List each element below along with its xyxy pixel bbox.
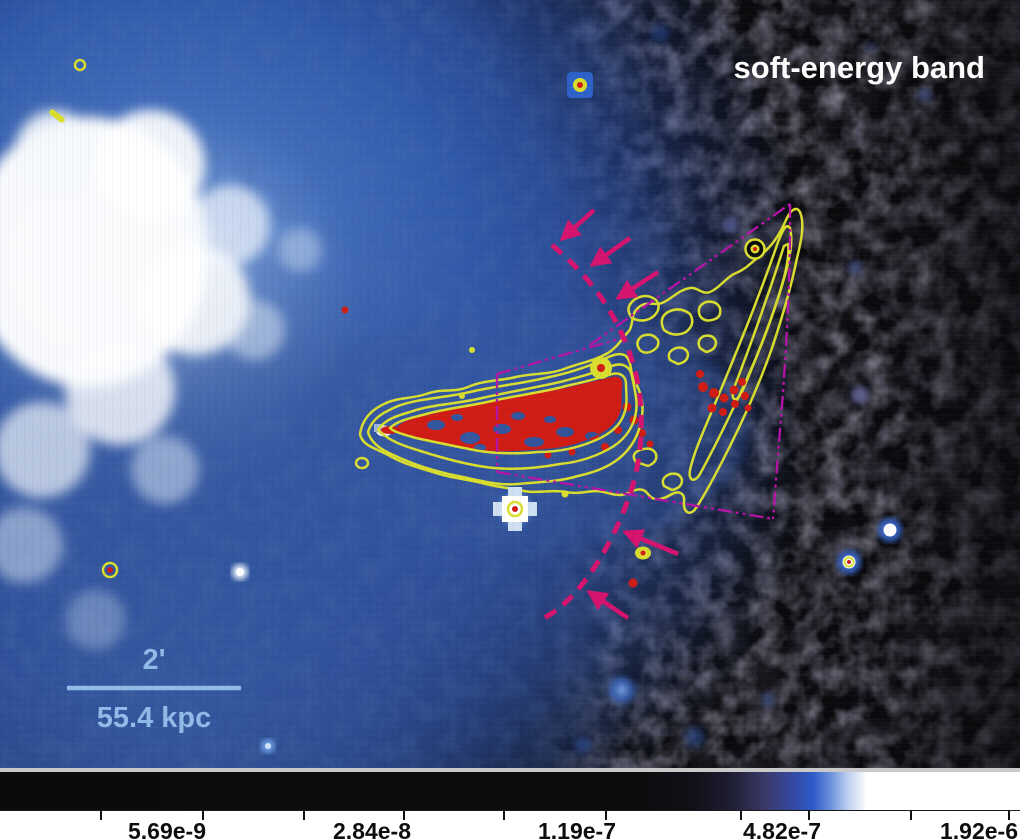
point-source — [635, 546, 651, 560]
band-label: soft-energy band — [734, 50, 985, 85]
colorbar-tick-label: 4.82e-7 — [742, 818, 822, 840]
colorbar-tick-label: 1.92e-6 — [939, 818, 1018, 840]
point-source — [590, 357, 612, 379]
colorbar-tick — [910, 811, 912, 820]
scale-bar-physical-label: 55.4 kpc — [97, 702, 211, 734]
point-source — [107, 567, 113, 573]
shock-arrow-icon — [622, 529, 679, 557]
colorbar-tick — [403, 811, 405, 820]
colorbar-tick — [1008, 811, 1010, 820]
point-source — [261, 739, 275, 753]
shock-arrow-icon — [589, 236, 632, 267]
colorbar-tick-label: 2.84e-8 — [332, 818, 412, 840]
point-source — [744, 238, 766, 260]
shock-arrow-icon — [559, 208, 596, 242]
faint-point-sources — [575, 24, 932, 753]
point-source — [493, 487, 537, 531]
colorbar-tick — [202, 811, 204, 820]
colorbar-separator — [0, 768, 1020, 772]
cluster-core — [0, 110, 322, 650]
red-contour-clumps — [341, 306, 654, 588]
sector-region-lines — [495, 203, 792, 521]
colorbar-tick-label: 5.69e-9 — [127, 818, 207, 840]
colorbar-tick — [605, 811, 607, 820]
colorbar-tick — [740, 811, 742, 820]
point-source — [878, 518, 902, 542]
colorbar-tick — [100, 811, 102, 820]
shock-arrow-icon — [615, 270, 660, 300]
point-source — [567, 72, 593, 98]
scale-bar-angular-label: 2' — [142, 644, 165, 676]
arc-red-dots — [696, 370, 752, 416]
colorbar: 5.69e-9 2.84e-8 1.19e-7 4.82e-7 1.92e-6 — [0, 768, 1020, 840]
sky-canvas: soft-energy band 2' 55.4 kpc — [0, 0, 1020, 768]
scale-bar: 2' 55.4 kpc — [67, 644, 241, 734]
point-source — [837, 550, 861, 574]
colorbar-tick-label: 1.19e-7 — [537, 818, 617, 840]
point-source — [232, 564, 248, 580]
colorbar-tick — [808, 811, 810, 820]
shock-arrow-icon — [586, 590, 630, 620]
compact-sources — [107, 72, 902, 753]
colorbar-gradient — [0, 772, 1020, 811]
shock-front-arc — [542, 243, 644, 621]
colorbar-tick — [503, 811, 505, 820]
colorbar-tick — [303, 811, 305, 820]
shock-front-arrows — [559, 208, 679, 620]
xray-sky-image: soft-energy band 2' 55.4 kpc — [0, 0, 1020, 768]
yellow-specks — [49, 109, 569, 498]
